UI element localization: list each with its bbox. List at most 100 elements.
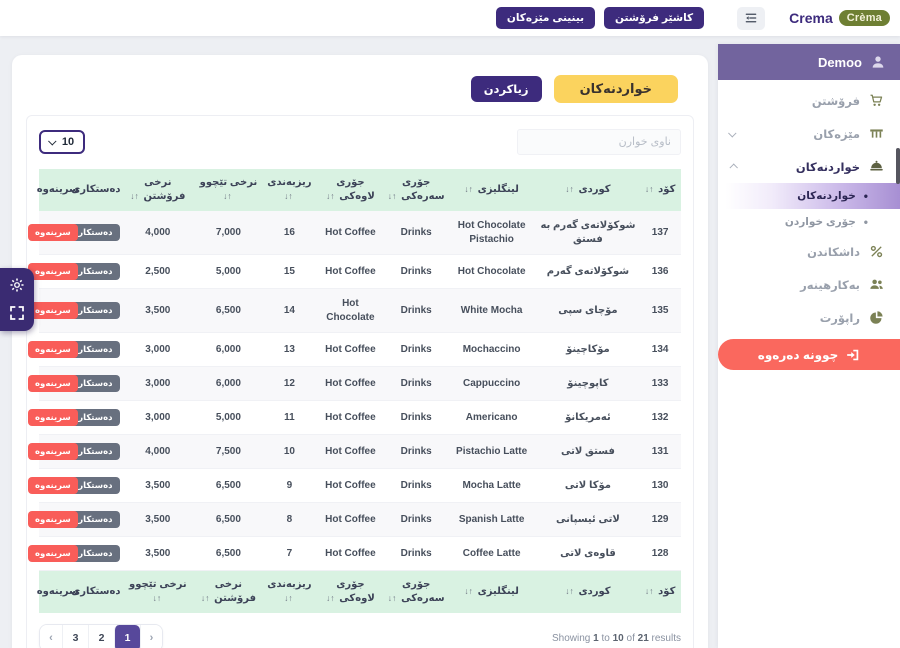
sort-icon[interactable]: ↑↓ (387, 191, 397, 201)
delete-button[interactable]: سرينەوە (28, 263, 78, 280)
page-size-value: 10 (61, 136, 75, 148)
cell-en: Mocha Latte (446, 468, 537, 503)
column-header-code[interactable]: كۆد ↑↓ (639, 570, 681, 613)
sidebar-item-label: راپۆرت (819, 312, 860, 325)
view-tables-button[interactable]: بينينى مێزەكان (495, 7, 596, 29)
settings-button[interactable] (9, 277, 25, 293)
table-row: 131 فستق لاتى Pistachio Latte Drinks Hot Cof… (28, 434, 681, 469)
column-header-main[interactable]: جۆرى سەرەكى ↑↓ (385, 570, 447, 613)
cell-order: 11 (263, 400, 316, 435)
delete-button[interactable]: سرينەوە (28, 341, 78, 358)
sort-icon[interactable]: ↑↓ (565, 586, 574, 596)
sort-icon[interactable]: ↑↓ (565, 184, 574, 194)
sidebar-toggle-button[interactable] (737, 6, 766, 30)
sidebar-subitem[interactable]: • خواردنەكان (718, 183, 900, 209)
page-button[interactable]: 2 (88, 625, 114, 648)
page-button[interactable]: 3 (62, 625, 88, 648)
sidebar-item-label: بەكارهينەر (800, 279, 860, 292)
cell-sub: Hot Coffee (315, 400, 386, 435)
chevron-down-icon (728, 128, 737, 138)
sidebar-item[interactable]: داشكاندن (718, 235, 900, 268)
column-header-main[interactable]: جۆرى سەرەكى ↑↓ (385, 169, 447, 211)
cell-cost: 6,500 (193, 288, 264, 333)
table-panel: 10 كۆد ↑↓كوردى ↑↓لينگليزى ↑↓جۆرى سەرەكى … (26, 115, 694, 648)
sort-icon[interactable]: ↑↓ (284, 191, 293, 201)
cell-sub: Hot Coffee (315, 468, 386, 503)
title-row: خواردنەكان زياكردن (12, 55, 708, 103)
logout-button[interactable]: چوونە دەرەوە (718, 339, 900, 370)
sidebar-subitem-label: جۆرى خواردن (784, 216, 856, 228)
sort-icon[interactable]: ↑↓ (326, 191, 335, 201)
column-header-ku[interactable]: كوردى ↑↓ (536, 169, 640, 211)
sort-icon[interactable]: ↑↓ (464, 586, 473, 596)
sort-icon[interactable]: ↑↓ (200, 593, 210, 603)
sort-icon[interactable]: ↑↓ (130, 191, 139, 201)
sort-icon[interactable]: ↑↓ (644, 586, 654, 596)
fullscreen-button[interactable] (9, 305, 25, 321)
cell-cost: 6,500 (193, 536, 264, 571)
sidebar-item[interactable]: بەكارهينەر (718, 268, 900, 301)
column-header-en[interactable]: لينگليزى ↑↓ (446, 570, 537, 613)
search-input[interactable] (517, 129, 681, 155)
column-header-cost[interactable]: نرخى تێچوو ↑↓ (122, 570, 194, 613)
column-header-code[interactable]: كۆد ↑↓ (639, 169, 681, 211)
column-header-sub[interactable]: جۆرى لاوەكى ↑↓ (315, 169, 386, 211)
sidebar-item[interactable]: فرۆشتن (718, 84, 900, 117)
sort-icon[interactable]: ↑↓ (464, 184, 473, 194)
cell-sub: Hot Chocolate (315, 288, 386, 333)
delete-button[interactable]: سرينەوە (28, 545, 78, 562)
sidebar-item[interactable]: خواردنەكان (718, 150, 900, 183)
column-header-label: نرخى تێچوو (199, 177, 258, 188)
sidebar-subitem[interactable]: • جۆرى خواردن (718, 209, 900, 235)
cell-ku: مۆكا لاتى (536, 468, 640, 503)
column-header-ku[interactable]: كوردى ↑↓ (536, 570, 640, 613)
delete-button[interactable]: سرينەوە (28, 375, 78, 392)
main-card: خواردنەكان زياكردن 10 كۆد ↑↓كوردى ↑↓لينگ… (12, 55, 708, 648)
column-header-edit: دەستكارى (71, 169, 123, 211)
sort-icon[interactable]: ↑↓ (644, 184, 654, 194)
column-header-label: كوردى (578, 184, 611, 195)
column-header-sub[interactable]: جۆرى لاوەكى ↑↓ (315, 570, 386, 613)
sort-icon[interactable]: ↑↓ (223, 191, 232, 201)
sidebar-user-header: Demoo (718, 44, 900, 80)
scrollbar-thumb[interactable] (896, 148, 900, 184)
cashier-sale-button[interactable]: كاشێر فرۆشتن (604, 7, 705, 29)
tables-icon (869, 126, 884, 141)
column-header-cost[interactable]: نرخى تێچوو ↑↓ (193, 169, 264, 211)
sidebar-item[interactable]: راپۆرت (718, 301, 900, 334)
column-header-label: سرينەوە (36, 586, 79, 597)
column-header-order[interactable]: ريزبەندى ↑↓ (263, 169, 316, 211)
cell-code: 131 (639, 434, 681, 469)
sort-icon[interactable]: ↑↓ (284, 593, 293, 603)
page-button[interactable]: 1 (114, 625, 140, 648)
cell-main: Drinks (385, 434, 447, 469)
column-header-label: نرخى تێچوو (129, 579, 187, 590)
cell-sub: Hot Coffee (315, 254, 386, 289)
sort-icon[interactable]: ↑↓ (152, 593, 162, 603)
pager-arrow-button[interactable]: ‹ (40, 625, 62, 648)
delete-button[interactable]: سرينەوە (28, 443, 78, 460)
users-icon (869, 277, 884, 292)
column-header-sell[interactable]: نرخى فرۆشتن ↑↓ (193, 570, 264, 613)
delete-button[interactable]: سرينەوە (28, 511, 78, 528)
table-row: 130 مۆكا لاتى Mocha Latte Drinks Hot Coffee 9… (28, 468, 681, 503)
delete-button[interactable]: سرينەوە (28, 409, 78, 426)
delete-button[interactable]: سرينەوە (28, 224, 78, 241)
logout-icon (846, 348, 860, 362)
cell-ku: لاتى ئيسپانى (536, 502, 640, 537)
bullet-icon: • (863, 189, 868, 203)
column-header-order[interactable]: ريزبەندى ↑↓ (263, 570, 316, 613)
chevron-up-icon (729, 162, 738, 172)
page-size-select[interactable]: 10 (39, 130, 85, 154)
pager-arrow-button[interactable]: › (140, 625, 162, 648)
delete-button[interactable]: سرينەوە (28, 302, 78, 319)
sort-icon[interactable]: ↑↓ (387, 593, 397, 603)
cell-ku: مۆكاچينۆ (536, 332, 640, 367)
cell-cost: 6,500 (193, 502, 264, 537)
add-button[interactable]: زياكردن (470, 76, 542, 102)
column-header-en[interactable]: لينگليزى ↑↓ (446, 169, 537, 211)
delete-button[interactable]: سرينەوە (28, 477, 78, 494)
sort-icon[interactable]: ↑↓ (326, 593, 335, 603)
column-header-sell[interactable]: نرخى فرۆشتن ↑↓ (122, 169, 194, 211)
sidebar-item[interactable]: مێزەكان (718, 117, 900, 150)
